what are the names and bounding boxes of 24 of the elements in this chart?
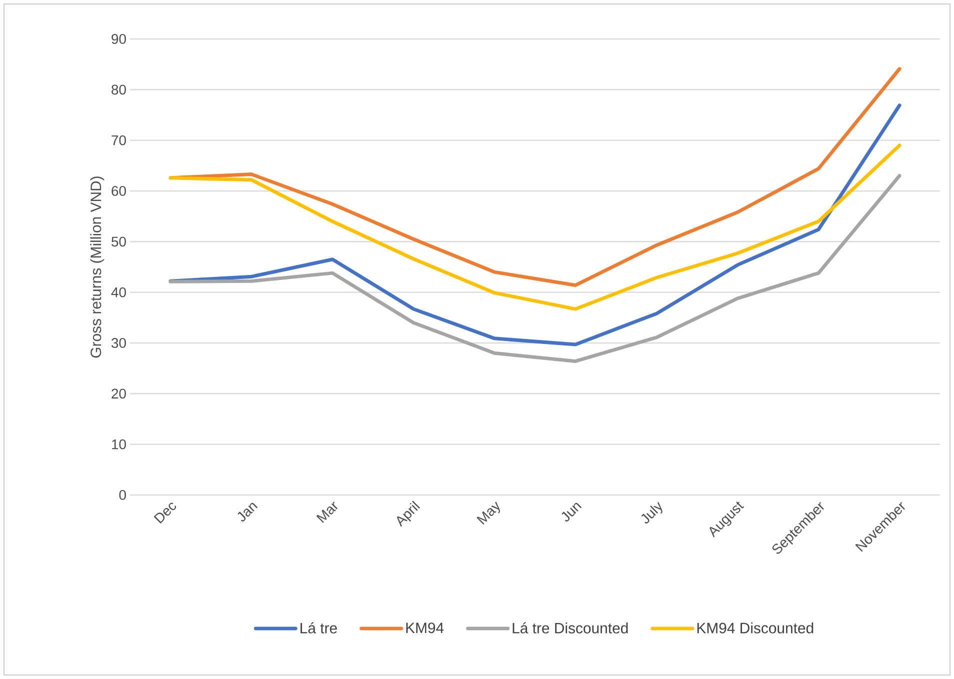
- y-tick-label: 90: [112, 34, 126, 44]
- line-series: [168, 104, 902, 346]
- y-tick-label: 10: [112, 439, 126, 450]
- y-tick-label: 70: [112, 135, 126, 146]
- line-series: [168, 144, 902, 311]
- y-tick-label: 50: [112, 236, 126, 247]
- x-tick-label: July: [641, 502, 662, 524]
- legend-label: KM94: [406, 622, 444, 634]
- legend-label: Lá tre Discounted: [512, 622, 628, 634]
- legend-label: KM94 Discounted: [697, 622, 814, 634]
- y-tick-label: 80: [112, 84, 126, 95]
- line-series: [168, 174, 902, 363]
- y-tick-label: 60: [112, 186, 126, 196]
- y-tick-label: 0: [119, 490, 126, 500]
- legend-label: Lá tre: [300, 622, 337, 634]
- x-tick-label: Jan: [238, 502, 258, 522]
- y-tick-label: 20: [112, 388, 126, 399]
- y-axis-title: Gross returns (Million VND): [90, 176, 104, 358]
- x-tick-label: Mar: [316, 502, 338, 523]
- x-tick-label: Jun: [562, 502, 582, 522]
- y-tick-label: 40: [111, 287, 126, 298]
- x-tick-label: May: [476, 502, 500, 525]
- x-tick-label: Dec: [154, 502, 176, 524]
- y-tick-label: 30: [112, 338, 126, 348]
